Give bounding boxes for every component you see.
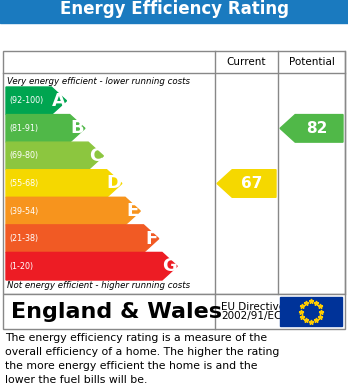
- Text: (21-38): (21-38): [9, 234, 38, 243]
- Text: (81-91): (81-91): [9, 124, 38, 133]
- Text: Very energy efficient - lower running costs: Very energy efficient - lower running co…: [7, 77, 190, 86]
- Text: 82: 82: [306, 121, 327, 136]
- Text: (92-100): (92-100): [9, 96, 43, 105]
- Bar: [280, 297, 342, 326]
- Text: Not energy efficient - higher running costs: Not energy efficient - higher running co…: [7, 282, 190, 291]
- Text: Energy Efficiency Rating: Energy Efficiency Rating: [60, 0, 288, 18]
- Bar: [0, 0, 348, 23]
- Polygon shape: [6, 87, 66, 115]
- Text: (39-54): (39-54): [9, 206, 38, 215]
- Text: Current: Current: [227, 57, 266, 67]
- Polygon shape: [6, 170, 122, 197]
- Text: B: B: [71, 119, 84, 137]
- Polygon shape: [6, 142, 103, 170]
- Polygon shape: [280, 115, 343, 142]
- Text: (55-68): (55-68): [9, 179, 38, 188]
- Bar: [3, 294, 345, 329]
- Text: A: A: [52, 92, 66, 110]
- Text: England & Wales: England & Wales: [11, 301, 222, 321]
- Text: 2002/91/EC: 2002/91/EC: [221, 312, 282, 321]
- Bar: [3, 51, 345, 294]
- Text: 67: 67: [241, 176, 262, 191]
- Text: E: E: [127, 202, 139, 220]
- Text: (1-20): (1-20): [9, 262, 33, 271]
- Polygon shape: [217, 170, 276, 197]
- Text: F: F: [145, 230, 157, 248]
- Text: G: G: [162, 257, 177, 275]
- Polygon shape: [6, 197, 140, 225]
- Text: D: D: [107, 174, 122, 192]
- Polygon shape: [6, 225, 159, 253]
- Text: EU Directive: EU Directive: [221, 301, 285, 312]
- Text: C: C: [89, 147, 102, 165]
- Polygon shape: [6, 253, 177, 280]
- Polygon shape: [6, 115, 85, 142]
- Text: The energy efficiency rating is a measure of the
overall efficiency of a home. T: The energy efficiency rating is a measur…: [5, 333, 279, 385]
- Text: (69-80): (69-80): [9, 151, 38, 160]
- Text: Potential: Potential: [288, 57, 334, 67]
